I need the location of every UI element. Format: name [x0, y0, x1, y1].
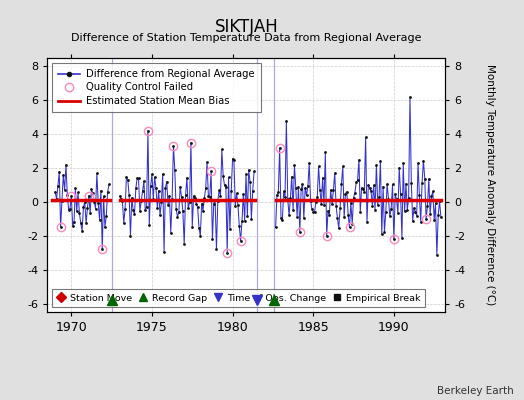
- Text: SIKTJAH: SIKTJAH: [214, 18, 278, 36]
- Y-axis label: Monthly Temperature Anomaly Difference (°C): Monthly Temperature Anomaly Difference (…: [485, 64, 495, 306]
- Legend: Station Move, Record Gap, Time of Obs. Change, Empirical Break: Station Move, Record Gap, Time of Obs. C…: [52, 289, 425, 307]
- Text: Difference of Station Temperature Data from Regional Average: Difference of Station Temperature Data f…: [71, 33, 421, 43]
- Text: Berkeley Earth: Berkeley Earth: [437, 386, 514, 396]
